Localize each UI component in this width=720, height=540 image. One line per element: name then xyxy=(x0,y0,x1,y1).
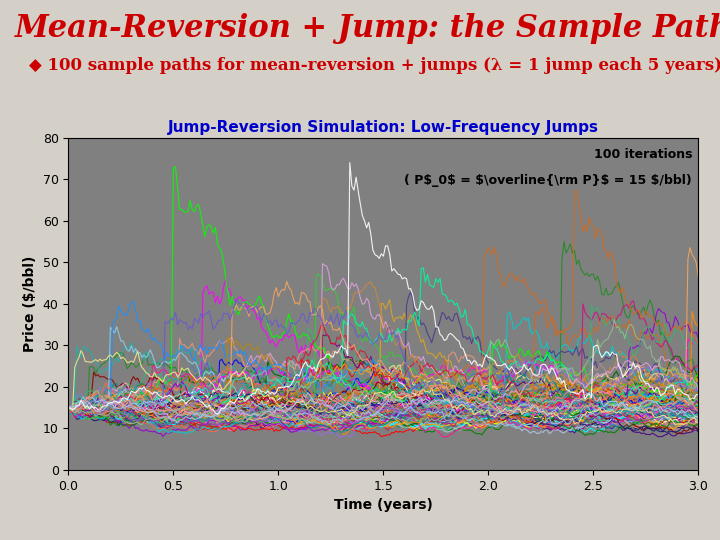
Text: 100 iterations: 100 iterations xyxy=(593,147,692,161)
Text: ( P$_0$ = $\overline{\rm P}$ = 15 $/bbl): ( P$_0$ = $\overline{\rm P}$ = 15 $/bbl) xyxy=(405,174,692,187)
X-axis label: Time (years): Time (years) xyxy=(334,498,433,512)
Text: ◆ 100 sample paths for mean-reversion + jumps (λ = 1 jump each 5 years): ◆ 100 sample paths for mean-reversion + … xyxy=(29,57,720,73)
Title: Jump-Reversion Simulation: Low-Frequency Jumps: Jump-Reversion Simulation: Low-Frequency… xyxy=(168,120,599,135)
Y-axis label: Price ($/bbl): Price ($/bbl) xyxy=(23,255,37,352)
Text: Mean-Reversion + Jump: the Sample Paths: Mean-Reversion + Jump: the Sample Paths xyxy=(14,14,720,44)
